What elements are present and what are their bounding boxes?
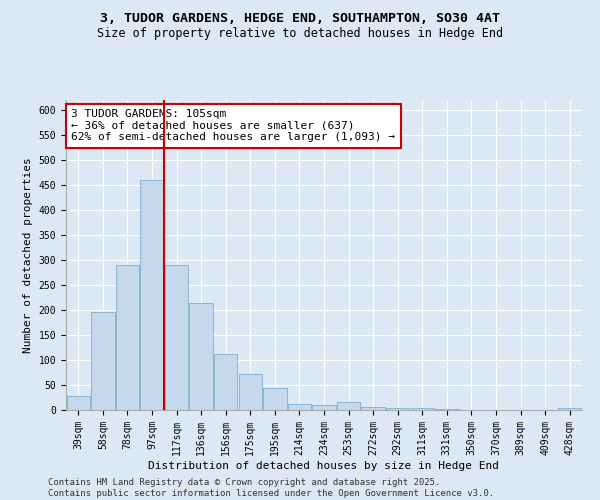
- Bar: [165, 265, 188, 410]
- Bar: [190, 302, 213, 410]
- Bar: [214, 354, 238, 410]
- Bar: [435, 408, 458, 410]
- Bar: [313, 405, 335, 410]
- Bar: [361, 406, 385, 410]
- Bar: [140, 180, 164, 410]
- Bar: [288, 404, 311, 410]
- Bar: [386, 408, 409, 410]
- Text: 3, TUDOR GARDENS, HEDGE END, SOUTHAMPTON, SO30 4AT: 3, TUDOR GARDENS, HEDGE END, SOUTHAMPTON…: [100, 12, 500, 26]
- Bar: [410, 408, 434, 410]
- Bar: [239, 374, 262, 410]
- Bar: [67, 396, 90, 410]
- Text: Contains HM Land Registry data © Crown copyright and database right 2025.
Contai: Contains HM Land Registry data © Crown c…: [48, 478, 494, 498]
- Bar: [558, 408, 581, 410]
- Bar: [116, 265, 139, 410]
- X-axis label: Distribution of detached houses by size in Hedge End: Distribution of detached houses by size …: [149, 460, 499, 470]
- Bar: [91, 312, 115, 410]
- Text: 3 TUDOR GARDENS: 105sqm
← 36% of detached houses are smaller (637)
62% of semi-d: 3 TUDOR GARDENS: 105sqm ← 36% of detache…: [71, 110, 395, 142]
- Bar: [337, 402, 360, 410]
- Y-axis label: Number of detached properties: Number of detached properties: [23, 157, 33, 353]
- Bar: [263, 388, 287, 410]
- Text: Size of property relative to detached houses in Hedge End: Size of property relative to detached ho…: [97, 28, 503, 40]
